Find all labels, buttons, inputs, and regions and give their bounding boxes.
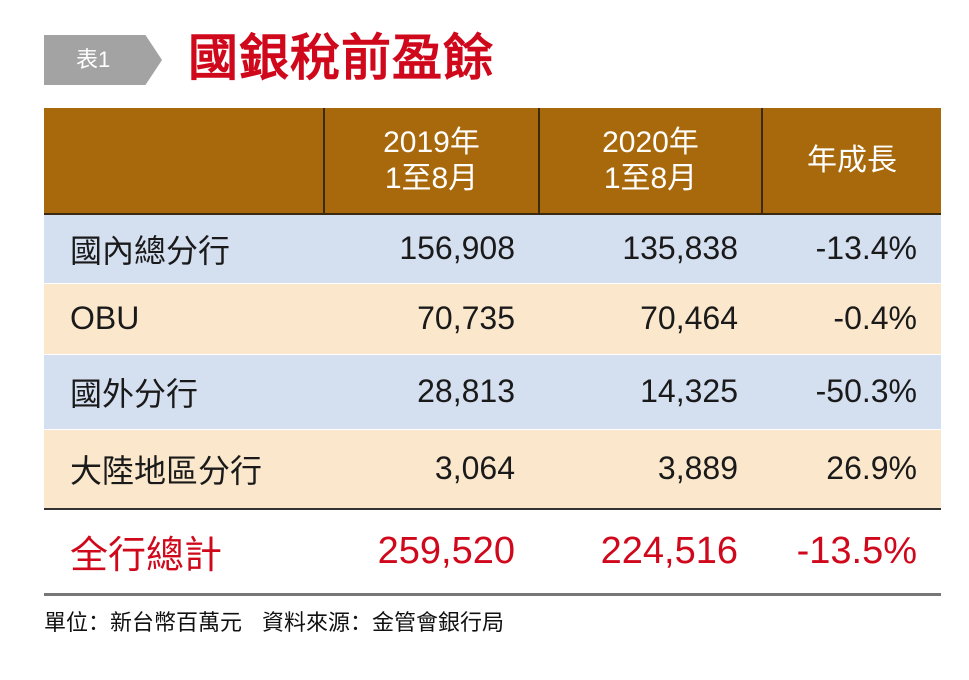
header-2019-line1: 2019年	[383, 125, 480, 159]
source-note: 資料來源：金管會銀行局	[262, 610, 505, 635]
header-blank	[44, 108, 324, 215]
growth-value: 26.9%	[762, 429, 941, 510]
value-2019: 70,735	[324, 283, 539, 355]
header-2019-line2: 1至8月	[384, 161, 479, 195]
footnote: 單位：新台幣百萬元 資料來源：金管會銀行局	[44, 605, 504, 637]
table-row: 國外分行 28,813 14,325 -50.3%	[44, 354, 941, 430]
value-2020: 3,889	[539, 429, 762, 510]
value-2020: 70,464	[539, 283, 762, 355]
table-row: 大陸地區分行 3,064 3,889 26.9%	[44, 429, 941, 510]
header-2020-line2: 1至8月	[603, 161, 698, 195]
value-2020: 14,325	[539, 354, 762, 430]
row-label: 國內總分行	[44, 214, 324, 284]
row-label: OBU	[44, 283, 324, 355]
header-2019: 2019年 1至8月	[323, 108, 539, 215]
value-2019: 156,908	[324, 214, 539, 284]
total-2019: 259,520	[324, 509, 539, 596]
header-2020-line1: 2020年	[602, 125, 699, 159]
page-title: 國銀稅前盈餘	[188, 28, 494, 87]
value-2020: 135,838	[539, 214, 762, 284]
unit-note: 單位：新台幣百萬元	[44, 610, 243, 635]
row-label: 國外分行	[44, 354, 324, 430]
value-2019: 28,813	[324, 354, 539, 430]
total-label: 全行總計	[44, 509, 324, 596]
total-2020: 224,516	[539, 509, 762, 596]
header-row: 2019年 1至8月 2020年 1至8月 年成長	[44, 108, 941, 215]
value-2019: 3,064	[324, 429, 539, 510]
header-2020: 2020年 1至8月	[538, 108, 762, 215]
earnings-table: 2019年 1至8月 2020年 1至8月 年成長 國內總分行 156,908 13…	[44, 108, 941, 596]
table-number-tag: 表1	[44, 35, 162, 85]
total-growth: -13.5%	[762, 509, 941, 596]
header-growth: 年成長	[761, 108, 941, 215]
table-row: 國內總分行 156,908 135,838 -13.4%	[44, 214, 941, 284]
total-row: 全行總計 259,520 224,516 -13.5%	[44, 509, 941, 596]
row-label: 大陸地區分行	[44, 429, 324, 510]
growth-value: -0.4%	[762, 283, 941, 355]
growth-value: -50.3%	[762, 354, 941, 430]
growth-value: -13.4%	[762, 214, 941, 284]
table-row: OBU 70,735 70,464 -0.4%	[44, 283, 941, 355]
